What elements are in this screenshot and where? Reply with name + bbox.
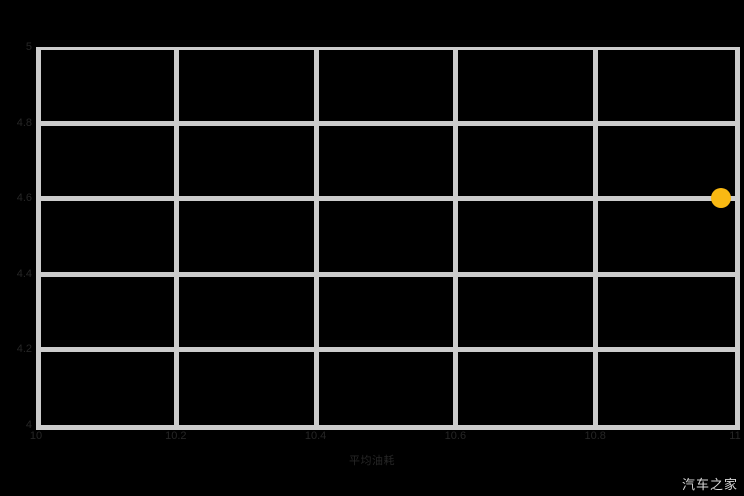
gridline-horizontal bbox=[36, 347, 735, 353]
y-tick-label: 4.8 bbox=[16, 116, 32, 129]
watermark: 汽车之家 bbox=[681, 477, 738, 492]
gridline-vertical bbox=[453, 47, 459, 425]
x-axis-spine bbox=[36, 425, 740, 430]
x-tick-label: 11 bbox=[729, 430, 741, 442]
plot-area bbox=[36, 47, 735, 425]
y-tick-label: 4.2 bbox=[16, 343, 32, 356]
axis-spine-top bbox=[36, 47, 740, 50]
axis-spine-right bbox=[735, 47, 740, 430]
x-tick-label: 10.4 bbox=[304, 430, 327, 442]
gridline-vertical bbox=[173, 47, 179, 425]
y-tick-label: 4 bbox=[25, 419, 32, 431]
gridline-vertical bbox=[593, 47, 599, 425]
gridline-horizontal bbox=[36, 120, 735, 126]
x-tick-label: 10.6 bbox=[444, 430, 467, 442]
y-tick-label: 5 bbox=[25, 41, 32, 53]
y-axis-spine bbox=[36, 47, 41, 430]
scatter-point[interactable] bbox=[711, 188, 732, 209]
gridline-horizontal bbox=[36, 271, 735, 277]
x-tick-label: 10 bbox=[29, 430, 43, 442]
x-tick-label: 10.8 bbox=[584, 430, 606, 442]
gridline-vertical bbox=[313, 47, 319, 425]
x-tick-label: 10.2 bbox=[165, 430, 187, 442]
y-tick-label: 4.4 bbox=[16, 267, 32, 280]
y-tick-label: 4.6 bbox=[16, 192, 32, 205]
gridline-horizontal bbox=[36, 196, 735, 202]
x-axis-title: 平均油耗 bbox=[349, 455, 395, 467]
